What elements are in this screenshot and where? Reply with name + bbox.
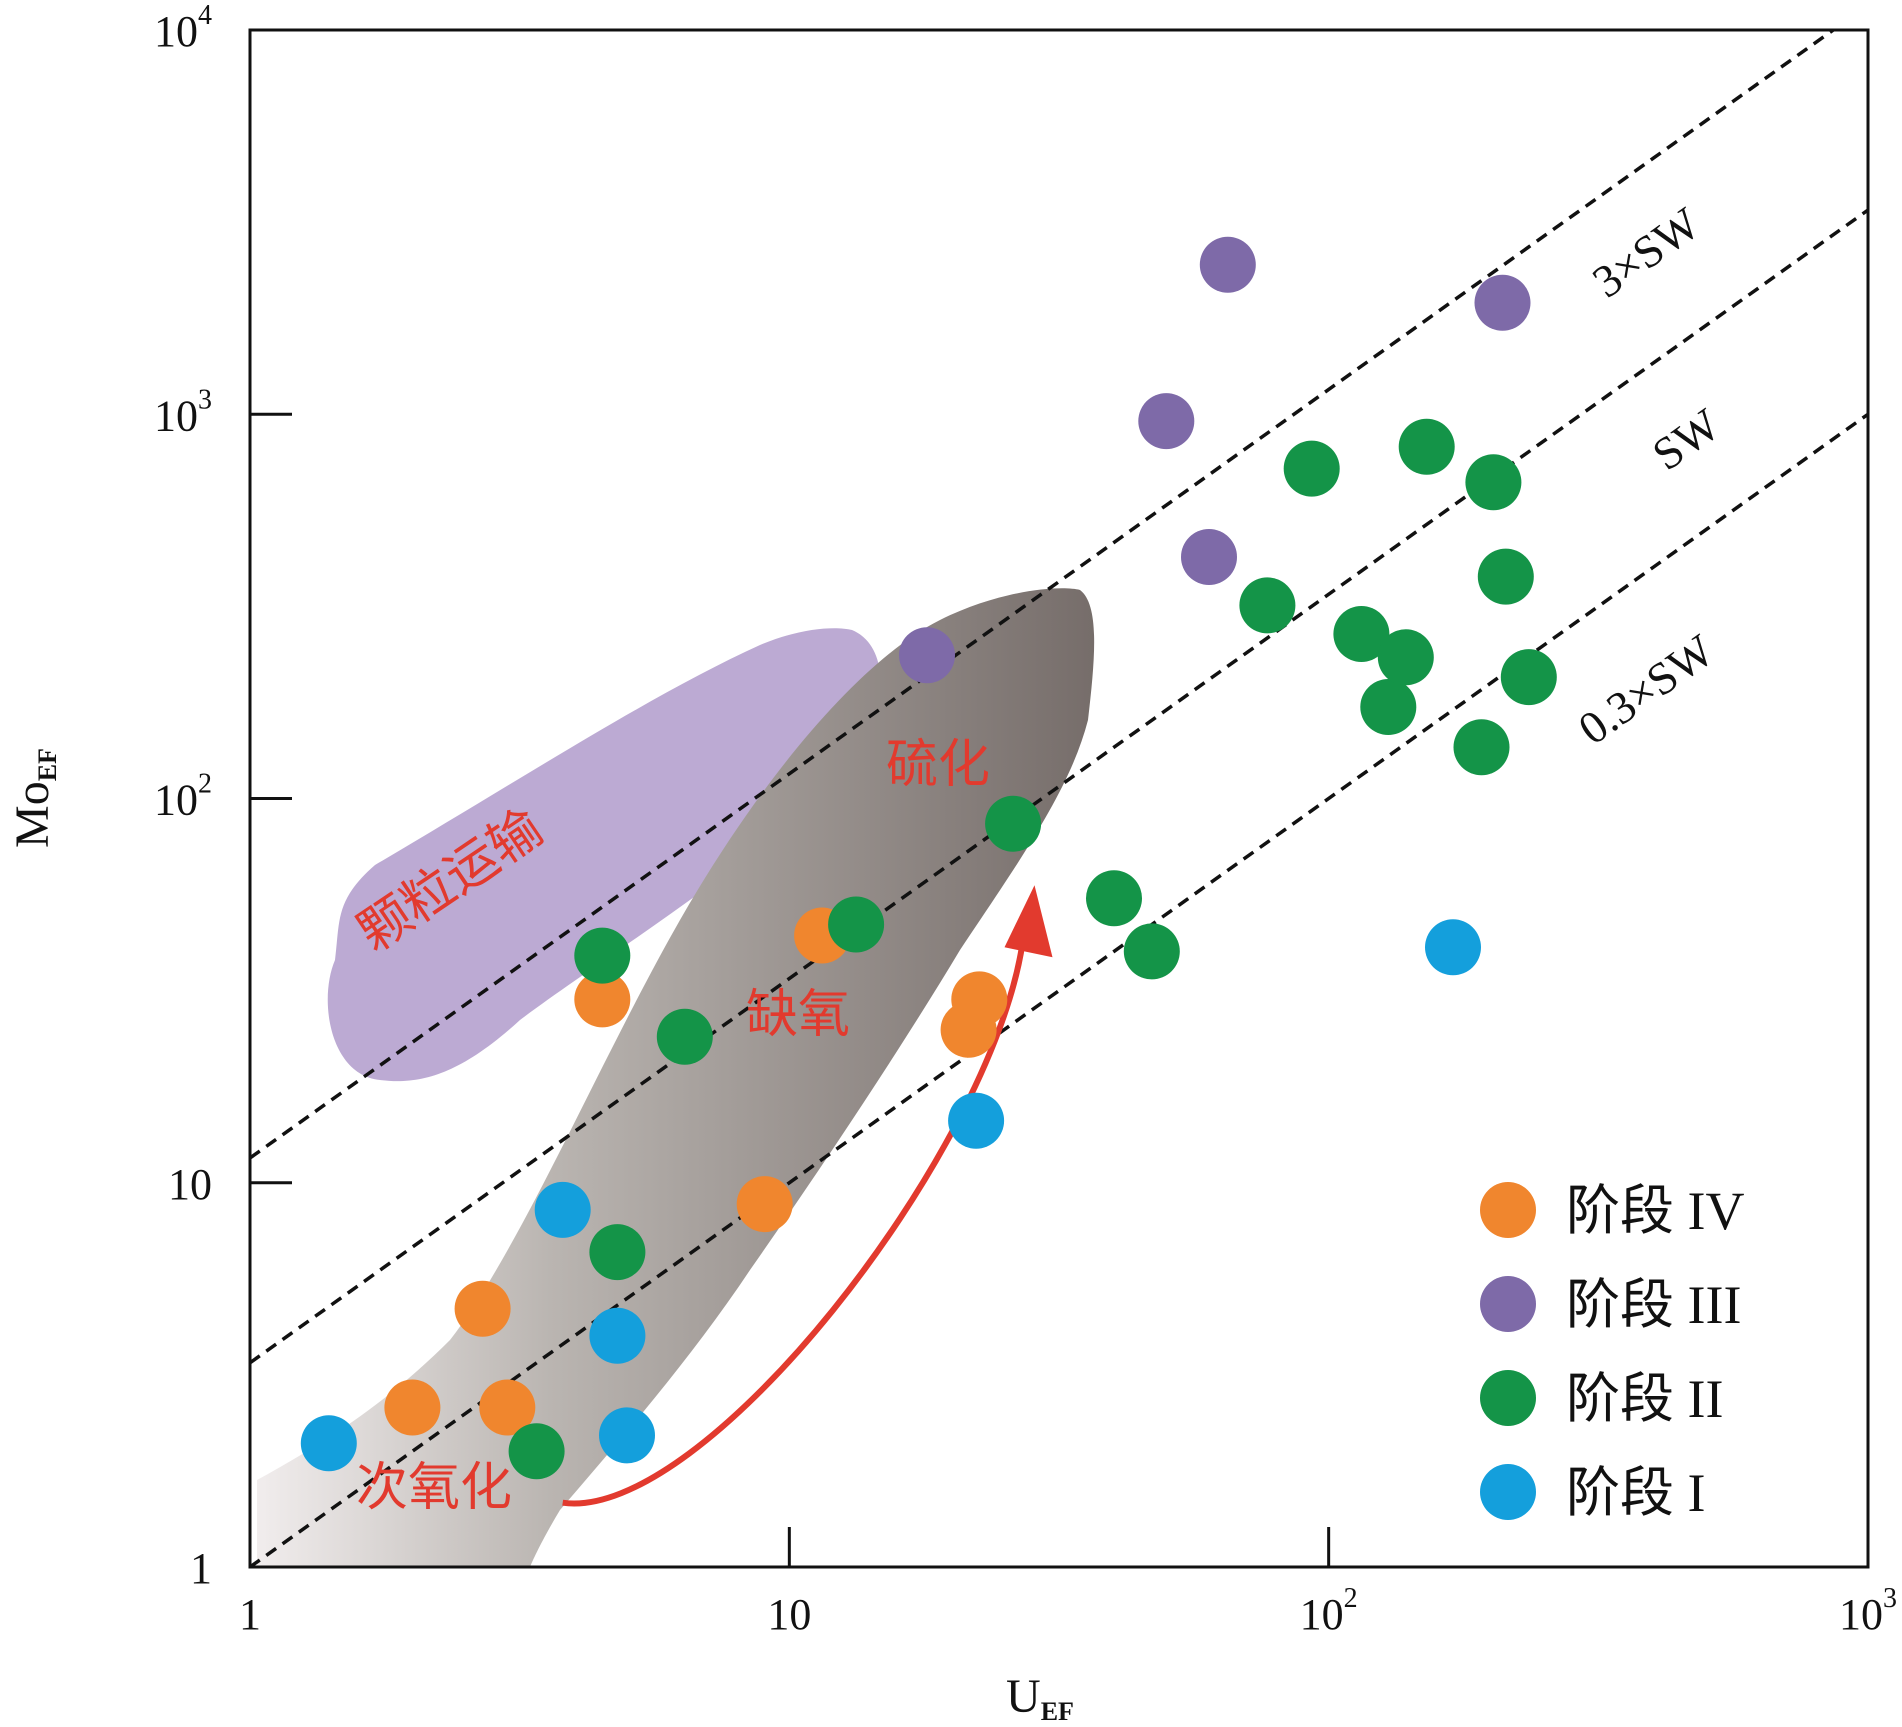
- x-axis-title-main: U: [1006, 1670, 1041, 1723]
- region-label-suboxic: 次氧化: [356, 1460, 512, 1517]
- region-label-euxinic: 硫化: [886, 737, 990, 794]
- point-stage-2-3: [656, 1008, 713, 1065]
- y-tick-label-4: 104: [154, 0, 212, 56]
- x-axis-title-sub: EF: [1041, 1697, 1074, 1726]
- point-stage-2-5: [985, 795, 1042, 852]
- legend: 阶段 IV 阶段 III 阶段 II 阶段 I: [1480, 1181, 1744, 1523]
- y-axis-title: MoEF: [6, 748, 62, 848]
- trend-arrow: [562, 885, 1053, 1507]
- x-axis-title: UEF: [1006, 1670, 1074, 1726]
- x-tick-label-1: 10: [767, 1590, 811, 1639]
- point-stage-2-14: [1453, 719, 1510, 776]
- point-stage-2-16: [1477, 548, 1534, 605]
- x-tick-label-3: 103: [1839, 1583, 1897, 1639]
- point-stage-1-4: [1474, 274, 1531, 331]
- point-stage-3-5: [1425, 919, 1481, 976]
- x-axis: 1 10 102 103: [239, 1527, 1897, 1639]
- y-tick-label-0: 1: [190, 1544, 212, 1593]
- point-stage-2-12: [1377, 629, 1434, 686]
- y-axis: 1 10 102 103 104: [154, 0, 292, 1593]
- point-stage-2-15: [1465, 454, 1522, 511]
- reference-line-label-2: 0.3×SW: [1569, 624, 1723, 754]
- y-tick-label-2: 102: [154, 769, 212, 825]
- point-stage-2-13: [1398, 418, 1455, 475]
- point-stage-0-1: [454, 1280, 511, 1337]
- trend-arrow-shaft: [562, 942, 1026, 1507]
- y-tick-label-3: 103: [154, 384, 212, 440]
- legend-label-0: 阶段 IV: [1566, 1181, 1744, 1241]
- point-stage-2-9: [1283, 440, 1340, 497]
- legend-label-1: 阶段 III: [1566, 1275, 1741, 1335]
- point-stage-2-1: [574, 927, 631, 984]
- point-stage-3-4: [948, 1092, 1005, 1149]
- x-tick-label-2: 102: [1300, 1583, 1358, 1639]
- legend-label-3: 阶段 I: [1566, 1463, 1705, 1523]
- point-stage-1-1: [1138, 393, 1195, 450]
- point-stage-0-2: [479, 1379, 536, 1436]
- point-stage-1-2: [1181, 529, 1237, 585]
- point-stage-2-17: [1500, 649, 1557, 706]
- reference-line-2: [250, 412, 1868, 1567]
- y-axis-title-main: Mo: [6, 781, 59, 848]
- legend-label-2: 阶段 II: [1566, 1369, 1723, 1429]
- trend-arrow-head: [1004, 885, 1053, 958]
- x-tick-label-0: 1: [239, 1590, 261, 1639]
- point-stage-0-3: [574, 971, 631, 1028]
- legend-marker-0: [1480, 1182, 1536, 1238]
- point-stage-3-0: [300, 1415, 357, 1472]
- point-stage-3-2: [589, 1307, 646, 1364]
- reference-line-label-0: 3×SW: [1583, 197, 1709, 307]
- point-stage-3-1: [534, 1181, 591, 1238]
- region-label-anoxic: 缺氧: [746, 987, 850, 1044]
- point-stage-1-3: [1199, 236, 1256, 293]
- point-stage-2-6: [1086, 870, 1142, 927]
- point-stage-2-10: [1333, 606, 1390, 662]
- point-stage-0-7: [951, 971, 1008, 1028]
- reference-line-0: [250, 30, 1837, 1160]
- legend-marker-3: [1480, 1464, 1536, 1520]
- point-stage-2-7: [1123, 923, 1180, 980]
- point-stage-3-3: [599, 1407, 655, 1464]
- point-stage-2-11: [1360, 679, 1417, 735]
- point-stage-2-2: [589, 1224, 646, 1281]
- y-axis-title-sub: EF: [33, 748, 62, 781]
- y-tick-label-1: 10: [168, 1160, 212, 1209]
- point-stage-2-0: [508, 1423, 565, 1480]
- point-stage-2-4: [828, 896, 885, 953]
- particulate-shuttle-region: [327, 628, 881, 1082]
- point-stage-2-8: [1239, 577, 1296, 634]
- point-stage-0-4: [736, 1176, 793, 1233]
- reference-line-1: [250, 208, 1868, 1365]
- point-stage-0-0: [384, 1379, 441, 1436]
- point-stage-1-0: [899, 627, 955, 684]
- legend-marker-2: [1480, 1370, 1536, 1426]
- reference-line-label-1: SW: [1643, 398, 1729, 480]
- legend-marker-1: [1480, 1276, 1536, 1332]
